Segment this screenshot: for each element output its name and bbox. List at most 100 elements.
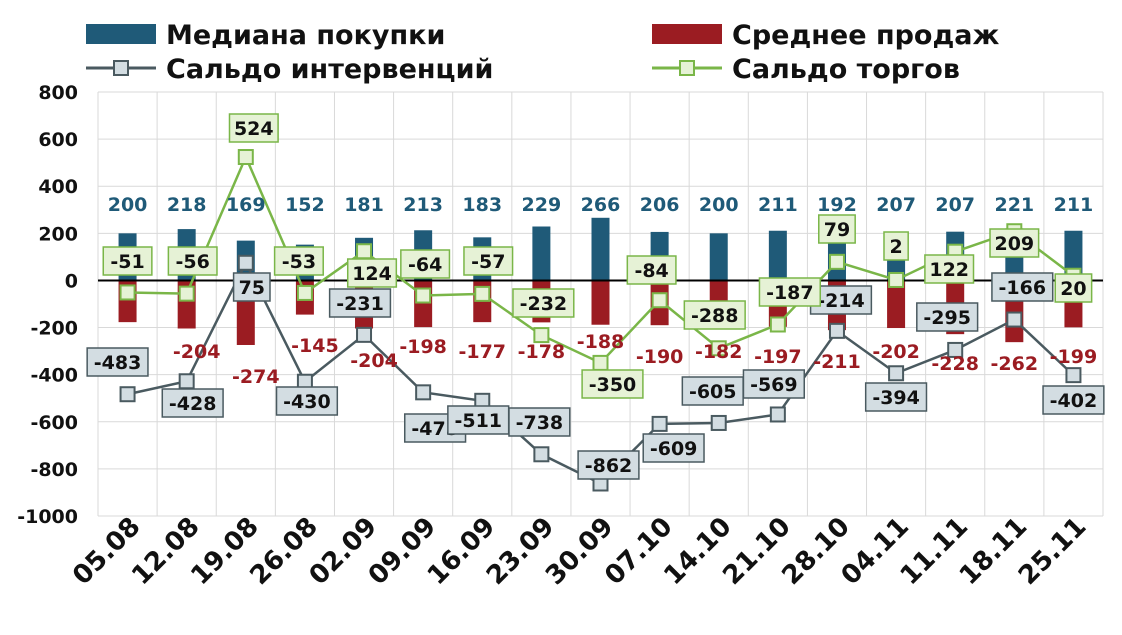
data-label-box (228, 113, 279, 143)
point-interventions (888, 365, 905, 382)
data-label-box (681, 376, 744, 406)
data-label-box (1042, 385, 1105, 415)
data-label-box (463, 246, 514, 276)
label-trade-balance: 124 (346, 258, 398, 288)
label-interventions: -295 (916, 302, 979, 332)
point-trade-balance (119, 284, 136, 301)
bar-median-buy (591, 217, 610, 281)
data-label-text: -51 (110, 251, 144, 273)
data-label-box (508, 407, 571, 437)
bar-median-buy (768, 230, 787, 281)
data-label-box (883, 231, 909, 261)
data-label-box (346, 258, 398, 288)
data-label-box (626, 255, 677, 285)
data-label-median-buy: 211 (758, 194, 798, 216)
data-label-text: -430 (283, 391, 331, 413)
legend-swatch (86, 24, 156, 44)
label-trade-balance: -51 (102, 246, 153, 276)
data-label-text: -232 (520, 293, 568, 315)
data-label-median-buy: 206 (640, 194, 680, 216)
data-label-median-buy: 200 (108, 194, 148, 216)
label-trade-balance: 20 (1054, 273, 1093, 303)
point-trade-balance (533, 327, 550, 344)
data-label-median-buy: 183 (462, 194, 502, 216)
label-interventions: -402 (1042, 385, 1105, 415)
label-interventions: -609 (642, 433, 705, 463)
y-tick-label: -600 (30, 412, 78, 434)
point-interventions (769, 406, 786, 423)
data-label-median-buy: 181 (344, 194, 384, 216)
point-interventions (651, 415, 668, 432)
legend-marker (113, 60, 129, 76)
data-label-avg-sell: -188 (577, 331, 625, 353)
data-label-text: -56 (176, 251, 210, 273)
label-trade-balance: 524 (228, 113, 279, 143)
label-trade-balance: 209 (989, 228, 1040, 258)
point-interventions (1065, 367, 1082, 384)
point-interventions (415, 384, 432, 401)
label-trade-balance: -84 (626, 255, 677, 285)
data-label-box (275, 386, 339, 416)
label-trade-balance: 122 (924, 254, 975, 284)
data-label-box (273, 246, 324, 276)
data-label-median-buy: 207 (935, 194, 975, 216)
data-label-box (86, 347, 149, 377)
legend-item-trade-balance: Сальдо торгов (652, 54, 960, 85)
data-label-text: -394 (872, 387, 920, 409)
label-trade-balance: -56 (167, 246, 218, 276)
point-trade-balance (769, 316, 786, 333)
data-label-box (989, 228, 1040, 258)
bar-median-buy (532, 226, 551, 281)
data-label-box (1054, 273, 1093, 303)
point-interventions (533, 446, 550, 463)
data-label-box (864, 382, 928, 412)
data-label-median-buy: 200 (699, 194, 739, 216)
data-label-text: -214 (817, 290, 865, 312)
data-label-text: -64 (408, 254, 442, 276)
bar-labels: 200 218 169 152 181 213 183 229 266 206 200 211 192 2… (108, 194, 1097, 388)
point-trade-balance (356, 243, 373, 260)
y-axis: 800 600 400 200 0 -200 -400 -600 -800 -1000 (17, 82, 78, 528)
data-label-box (167, 246, 218, 276)
point-trade-balance (474, 285, 491, 302)
label-interventions: -428 (161, 388, 224, 418)
label-trade-balance: -187 (758, 277, 822, 307)
data-label-median-buy: 266 (581, 194, 621, 216)
label-trade-balance: 2 (883, 231, 909, 261)
y-tick-label: 400 (38, 176, 78, 198)
legend: Медиана покупки Среднее продаж Сальдо инте… (86, 20, 999, 85)
label-trade-balance: -350 (581, 369, 644, 399)
data-label-avg-sell: -197 (754, 346, 802, 368)
data-label-text: -475 (411, 418, 459, 440)
data-label-median-buy: 207 (876, 194, 916, 216)
data-label-avg-sell: -211 (813, 351, 861, 373)
data-label-median-buy: 229 (522, 194, 562, 216)
label-interventions: -605 (681, 376, 744, 406)
point-trade-balance (710, 340, 727, 357)
data-label-avg-sell: -182 (695, 341, 743, 363)
point-interventions (947, 341, 964, 358)
data-label-text: 75 (239, 277, 265, 299)
data-label-avg-sell: -199 (1050, 346, 1098, 368)
data-label-avg-sell: -178 (518, 341, 566, 363)
data-label-box (742, 369, 806, 399)
data-label-median-buy: 169 (226, 194, 266, 216)
data-label-median-buy: 211 (1054, 194, 1094, 216)
y-tick-label: -200 (30, 318, 78, 340)
data-label-box (683, 300, 746, 330)
legend-item-interventions: Сальдо интервенций (86, 54, 493, 85)
y-tick-label: -1000 (17, 506, 78, 528)
bar-avg-sell (887, 280, 906, 329)
data-label-text: -862 (585, 455, 633, 477)
point-interventions (1006, 311, 1023, 328)
y-tick-label: 0 (65, 270, 78, 292)
data-label-text: -569 (750, 374, 798, 396)
y-tick-label: 800 (38, 82, 78, 104)
label-interventions: -166 (991, 272, 1054, 302)
legend-swatch (652, 24, 722, 44)
label-interventions: -862 (577, 450, 640, 480)
y-tick-label: -800 (30, 459, 78, 481)
data-label-avg-sell: -177 (458, 341, 506, 363)
y-tick-label: -400 (30, 365, 78, 387)
